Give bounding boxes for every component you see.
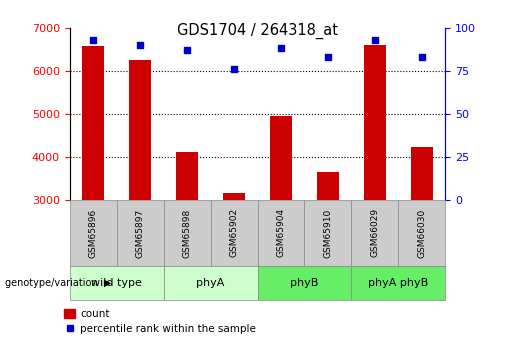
Bar (258, 266, 351, 300)
Text: phyA: phyA (196, 278, 225, 288)
Text: wild type: wild type (91, 278, 142, 288)
Bar (352, 266, 445, 300)
Point (324, 54, 332, 60)
Text: GSM65902: GSM65902 (230, 208, 238, 257)
Text: GSM66029: GSM66029 (370, 208, 380, 257)
Text: GSM65904: GSM65904 (277, 208, 285, 257)
Bar (224, 193, 245, 200)
Bar (70, 200, 116, 266)
Text: GSM65898: GSM65898 (182, 208, 192, 257)
Bar (211, 200, 258, 266)
Text: GSM65910: GSM65910 (323, 208, 333, 257)
Text: GSM65896: GSM65896 (89, 208, 97, 257)
Bar (70, 266, 164, 300)
Point (230, 66, 238, 72)
Bar (411, 147, 433, 200)
Point (89, 37, 97, 42)
Bar (365, 45, 386, 200)
Text: GSM66030: GSM66030 (418, 208, 426, 257)
Bar (258, 200, 304, 266)
Text: phyA phyB: phyA phyB (368, 278, 428, 288)
Legend: count, percentile rank within the sample: count, percentile rank within the sample (64, 309, 256, 334)
Bar (399, 200, 445, 266)
Text: GDS1704 / 264318_at: GDS1704 / 264318_at (177, 22, 338, 39)
Point (418, 54, 426, 60)
Point (183, 47, 191, 53)
Point (371, 37, 379, 42)
Bar (164, 266, 258, 300)
Text: phyB: phyB (290, 278, 319, 288)
Bar (82, 46, 104, 200)
Bar (317, 172, 338, 200)
Point (277, 46, 285, 51)
Text: GSM65897: GSM65897 (135, 208, 145, 257)
Bar (129, 60, 150, 200)
Bar (116, 200, 164, 266)
Bar (352, 200, 399, 266)
Bar (270, 116, 291, 200)
Point (136, 42, 144, 48)
Bar (164, 200, 211, 266)
Text: genotype/variation  ▶: genotype/variation ▶ (5, 278, 112, 288)
Bar (177, 152, 198, 200)
Bar (304, 200, 352, 266)
